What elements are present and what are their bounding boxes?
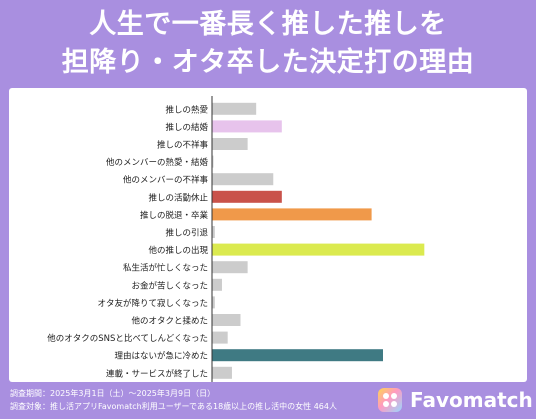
category-label: 他のオタクと揉めた <box>131 316 208 327</box>
category-label: 他のメンバーの不祥事 <box>123 175 209 186</box>
chart-title-line-2: 担降り・オタ卒した決定打の理由 <box>61 47 475 78</box>
category-label: 推しの引退 <box>165 228 208 239</box>
category-label: 推しの活動休止 <box>148 192 208 203</box>
category-label: 私生活が忙しくなった <box>123 263 208 274</box>
category-label: 推しの結婚 <box>165 122 208 133</box>
brand-name: Favomatch <box>410 388 533 412</box>
bar-chart: 推しの熱愛推しの結婚推しの不祥事他のメンバーの熱愛・結婚他のメンバーの不祥事推し… <box>47 96 425 382</box>
bar <box>212 226 215 238</box>
bar <box>212 120 282 133</box>
favomatch-logo-icon <box>378 388 402 412</box>
bar <box>212 331 228 344</box>
bar <box>212 296 215 309</box>
survey-target: 調査対象：推し活アプリFavomatch利用ユーザーである18歳以上の推し活中の… <box>10 402 337 411</box>
bar <box>212 278 222 291</box>
brand-logo: Favomatch <box>378 386 533 414</box>
category-label: 他のオタクのSNSと比べてしんどくなった <box>47 333 208 344</box>
bar <box>212 208 372 221</box>
category-label: お金が苦しくなった <box>131 280 208 291</box>
category-label: 推しの熱愛 <box>165 104 208 115</box>
chart-panel: 推しの熱愛推しの結婚推しの不祥事他のメンバーの熱愛・結婚他のメンバーの不祥事推し… <box>9 88 527 382</box>
category-label: 理由はないが急に冷めた <box>114 351 208 362</box>
bar <box>212 102 257 115</box>
bar <box>212 173 274 186</box>
category-label: 推しの脱退・卒業 <box>140 210 209 221</box>
bar <box>212 366 232 379</box>
bar <box>212 155 214 168</box>
category-label: 推しの不祥事 <box>157 140 209 151</box>
bar <box>212 190 282 203</box>
bar <box>212 261 248 274</box>
survey-period: 調査期間：2025年3月1日（土）〜2025年3月9日（日） <box>10 389 216 398</box>
bar <box>212 349 383 362</box>
chart-title-line-1: 人生で一番長く推した推しを <box>89 9 447 40</box>
bar <box>212 243 425 256</box>
bar <box>212 314 241 326</box>
category-label: 他の推しの出現 <box>148 245 208 256</box>
category-label: オタ友が降りて寂しくなった <box>97 298 208 309</box>
category-label: 連載・サービスが終了した <box>106 368 208 379</box>
bar <box>212 138 248 150</box>
category-label: 他のメンバーの熱愛・結婚 <box>106 157 209 168</box>
